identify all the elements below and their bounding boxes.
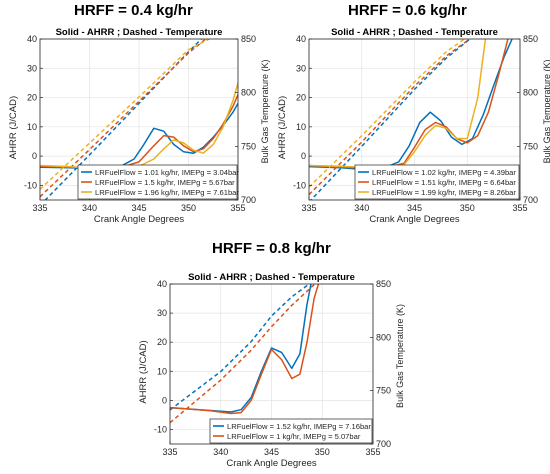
legend-box <box>354 164 520 200</box>
y-tick-label: 0 <box>32 151 37 161</box>
y-tick-label: 40 <box>27 34 37 44</box>
x-axis-label: Crank Angle Degrees <box>94 214 185 225</box>
x-tick-label: 335 <box>301 203 316 213</box>
y-right-tick-label: 850 <box>376 279 391 289</box>
panel-header-3: HRFF = 0.8 kg/hr <box>212 240 331 257</box>
y-tick-label: 40 <box>296 34 306 44</box>
y-tick-label: 0 <box>162 395 167 405</box>
temperature-line-series-2 <box>40 39 207 198</box>
y-tick-label: 30 <box>157 308 167 318</box>
temperature-line-series-1 <box>44 39 203 200</box>
x-tick-label: 340 <box>213 447 228 457</box>
legend-box <box>209 418 373 444</box>
panel-header-2: HRFF = 0.6 kg/hr <box>348 2 467 19</box>
y-tick-label: 10 <box>27 122 37 132</box>
y-tick-label: 20 <box>27 93 37 103</box>
y-tick-label: 30 <box>27 63 37 73</box>
x-tick-label: 335 <box>162 447 177 457</box>
y-tick-label: -10 <box>24 180 37 190</box>
y-tick-label: 10 <box>157 366 167 376</box>
temperature-line-series-1 <box>309 39 472 200</box>
y-tick-label: 40 <box>157 279 167 289</box>
temperature-line-series-1 <box>170 284 311 411</box>
temperature-line-series-2 <box>170 284 317 424</box>
y-axis-label: AHRR (J/CAD) <box>138 340 149 403</box>
x-axis-label: Crank Angle Degrees <box>369 214 460 225</box>
y-right-tick-label: 800 <box>376 332 391 342</box>
chart-title: Solid - AHRR ; Dashed - Temperature <box>188 272 355 283</box>
legend-entry: LRFuelFlow = 1.02 kg/hr, IMEPg = 4.39bar <box>372 168 516 177</box>
legend-entry: LRFuelFlow = 1.52 kg/hr, IMEPg = 7.16bar <box>227 422 371 431</box>
legend-entry: LRFuelFlow = 1.01 kg/hr, IMEPg = 3.04bar <box>95 168 239 177</box>
legend-entry: LRFuelFlow = 1.99 kg/hr, IMEPg = 8.26bar <box>372 188 516 197</box>
y-tick-label: -10 <box>293 180 306 190</box>
temperature-line-series-3 <box>309 39 466 188</box>
y-right-tick-label: 700 <box>241 195 256 205</box>
x-tick-label: 350 <box>315 447 330 457</box>
x-tick-label: 340 <box>354 203 369 213</box>
y-right-tick-label: 750 <box>523 141 538 151</box>
y-tick-label: 20 <box>296 93 306 103</box>
x-tick-label: 350 <box>181 203 196 213</box>
legend-entry: LRFuelFlow = 1 kg/hr, IMEPg = 5.07bar <box>227 432 361 441</box>
y-right-axis-label: Bulk Gas Temperature (K) <box>260 60 270 164</box>
ahrr-line-series-2 <box>170 284 320 415</box>
x-tick-label: 355 <box>230 203 245 213</box>
y-right-axis-label: Bulk Gas Temperature (K) <box>542 60 550 164</box>
x-tick-label: 335 <box>32 203 47 213</box>
x-tick-label: 355 <box>512 203 527 213</box>
y-tick-label: -10 <box>154 424 167 434</box>
x-tick-label: 340 <box>82 203 97 213</box>
x-tick-label: 345 <box>264 447 279 457</box>
x-tick-label: 345 <box>131 203 146 213</box>
chart-title: Solid - AHRR ; Dashed - Temperature <box>331 27 498 38</box>
temperature-line-series-2 <box>309 39 471 196</box>
legend-entry: LRFuelFlow = 1.96 kg/hr, IMEPg = 7.61bar <box>95 188 239 197</box>
x-tick-label: 350 <box>460 203 475 213</box>
temperature-line-series-3 <box>40 39 211 190</box>
panel-header-1: HRFF = 0.4 kg/hr <box>74 2 193 19</box>
legend-entry: LRFuelFlow = 1.5 kg/hr, IMEPg = 5.67bar <box>95 178 235 187</box>
y-right-tick-label: 750 <box>376 386 391 396</box>
x-tick-label: 355 <box>365 447 380 457</box>
y-right-tick-label: 700 <box>376 439 391 449</box>
legend-box <box>77 164 238 200</box>
x-tick-label: 345 <box>407 203 422 213</box>
chart-title: Solid - AHRR ; Dashed - Temperature <box>56 27 223 38</box>
y-right-tick-label: 850 <box>241 34 256 44</box>
y-tick-label: 0 <box>301 151 306 161</box>
y-right-tick-label: 750 <box>241 141 256 151</box>
y-right-tick-label: 850 <box>523 34 538 44</box>
y-tick-label: 30 <box>296 63 306 73</box>
y-axis-label: AHRR (J/CAD) <box>8 96 19 159</box>
y-right-tick-label: 800 <box>523 88 538 98</box>
y-tick-label: 20 <box>157 337 167 347</box>
legend-entry: LRFuelFlow = 1.51 kg/hr, IMEPg = 6.64bar <box>372 178 516 187</box>
y-axis-label: AHRR (J/CAD) <box>277 96 288 159</box>
y-right-tick-label: 800 <box>241 88 256 98</box>
y-right-axis-label: Bulk Gas Temperature (K) <box>395 304 405 408</box>
y-right-tick-label: 700 <box>523 195 538 205</box>
x-axis-label: Crank Angle Degrees <box>226 458 317 469</box>
y-tick-label: 10 <box>296 122 306 132</box>
